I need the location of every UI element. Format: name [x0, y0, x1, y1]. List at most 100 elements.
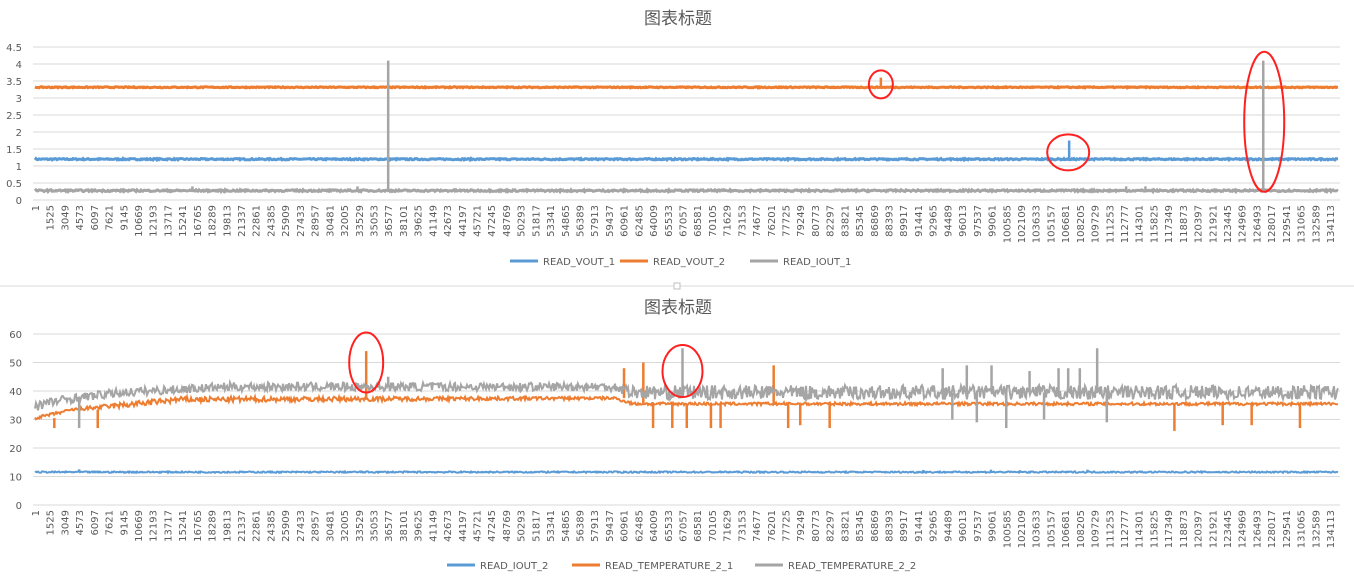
x-tick-label: 128017 — [1267, 205, 1278, 243]
x-tick-label: 45721 — [472, 205, 483, 237]
resize-handle[interactable] — [673, 282, 681, 290]
series-line — [34, 469, 1339, 475]
x-tick-label: 109729 — [1091, 205, 1102, 243]
x-tick-label: 100585 — [1002, 205, 1013, 243]
x-tick-label: 129541 — [1282, 510, 1293, 548]
x-tick-label: 76201 — [767, 510, 778, 542]
x-tick-label: 16765 — [193, 510, 204, 542]
y-tick-label: 2 — [16, 128, 22, 139]
x-tick-label: 112777 — [1120, 205, 1131, 243]
x-tick-label: 50293 — [517, 510, 528, 542]
y-tick-label: 2.5 — [6, 111, 22, 122]
x-tick-label: 44197 — [458, 205, 469, 237]
x-tick-label: 123445 — [1223, 510, 1234, 548]
x-tick-label: 126493 — [1252, 510, 1263, 548]
x-tick-label: 73153 — [737, 205, 748, 237]
x-tick-label: 88393 — [885, 205, 896, 237]
x-tick-label: 103633 — [1032, 510, 1043, 548]
x-tick-label: 91441 — [914, 510, 925, 542]
x-tick-label: 74677 — [752, 205, 763, 237]
x-tick-label: 86869 — [870, 205, 881, 237]
x-tick-label: 129541 — [1282, 205, 1293, 243]
x-tick-label: 124969 — [1238, 205, 1249, 243]
highlight-circle — [1243, 50, 1286, 193]
x-tick-label: 24385 — [266, 510, 277, 542]
x-tick-label: 73153 — [737, 510, 748, 542]
x-tick-label: 44197 — [458, 510, 469, 542]
x-tick-label: 71629 — [723, 205, 734, 237]
x-tick-label: 22861 — [252, 510, 263, 542]
x-tick-label: 100585 — [1002, 510, 1013, 548]
series-read-iout-1 — [33, 60, 1339, 195]
x-tick-label: 65533 — [664, 510, 675, 542]
x-tick-label: 131065 — [1297, 510, 1308, 548]
x-tick-label: 109729 — [1091, 510, 1102, 548]
series-read-vout-1 — [33, 140, 1339, 163]
x-tick-label: 89917 — [899, 510, 910, 542]
x-tick-label: 105157 — [1046, 510, 1057, 548]
x-tick-label: 64009 — [649, 510, 660, 542]
series-line — [34, 84, 1339, 90]
x-tick-label: 45721 — [472, 510, 483, 542]
x-tick-label: 74677 — [752, 510, 763, 542]
x-tick-label: 111253 — [1105, 205, 1116, 243]
x-tick-label: 77725 — [782, 205, 793, 237]
x-tick-label: 6097 — [90, 205, 101, 230]
x-tick-label: 77725 — [782, 510, 793, 542]
series-line — [34, 378, 1339, 411]
x-tick-label: 83821 — [840, 205, 851, 237]
x-tick-label: 94489 — [943, 510, 954, 542]
x-tick-label: 47245 — [487, 205, 498, 237]
x-tick-label: 118873 — [1179, 510, 1190, 548]
x-tick-label: 3049 — [60, 205, 71, 230]
x-tick-label: 79249 — [796, 510, 807, 542]
y-tick-label: 3.5 — [6, 77, 22, 88]
x-tick-label: 112777 — [1120, 510, 1131, 548]
x-tick-label: 32005 — [340, 205, 351, 237]
x-tick-label: 56389 — [575, 510, 586, 542]
x-tick-label: 64009 — [649, 205, 660, 237]
x-tick-label: 68581 — [693, 510, 704, 542]
x-tick-label: 7621 — [105, 510, 116, 535]
x-tick-label: 15241 — [178, 205, 189, 237]
x-tick-label: 82297 — [826, 510, 837, 542]
x-tick-label: 62485 — [634, 205, 645, 237]
x-tick-label: 30481 — [325, 510, 336, 542]
x-tick-label: 54865 — [561, 510, 572, 542]
x-tick-label: 38101 — [399, 510, 410, 542]
x-tick-label: 57913 — [590, 510, 601, 542]
highlight-circle — [661, 344, 704, 399]
x-tick-label: 25909 — [281, 510, 292, 542]
highlight-circle — [867, 69, 894, 100]
x-tick-label: 22861 — [252, 205, 263, 237]
x-tick-label: 59437 — [605, 205, 616, 237]
series-read-temperature-2-1 — [34, 351, 1339, 431]
x-tick-label: 25909 — [281, 205, 292, 237]
x-tick-label: 18289 — [208, 205, 219, 237]
x-tick-label: 91441 — [914, 205, 925, 237]
y-tick-label: 0 — [16, 501, 22, 512]
legend-label: READ_VOUT_1 — [543, 257, 615, 268]
x-tick-label: 83821 — [840, 510, 851, 542]
x-tick-label: 86869 — [870, 510, 881, 542]
y-tick-label: 1.5 — [6, 145, 22, 156]
y-tick-label: 1 — [16, 162, 22, 173]
x-tick-label: 118873 — [1179, 205, 1190, 243]
x-tick-label: 41149 — [428, 205, 439, 237]
x-tick-label: 106681 — [1061, 205, 1072, 243]
x-tick-label: 131065 — [1297, 205, 1308, 243]
x-tick-label: 97537 — [973, 205, 984, 237]
x-tick-label: 62485 — [634, 510, 645, 542]
chart-2-title: 图表标题 — [644, 298, 712, 318]
x-tick-label: 126493 — [1252, 205, 1263, 243]
x-tick-label: 117349 — [1164, 510, 1175, 548]
x-tick-label: 4573 — [75, 510, 86, 535]
x-tick-label: 132589 — [1311, 205, 1322, 243]
x-tick-label: 71629 — [723, 510, 734, 542]
legend-label: READ_TEMPERATURE_2_2 — [788, 561, 916, 572]
x-tick-label: 21337 — [237, 205, 248, 237]
y-tick-label: 30 — [9, 416, 22, 427]
x-tick-label: 12193 — [149, 510, 160, 542]
x-tick-label: 96013 — [958, 205, 969, 237]
x-tick-label: 35053 — [369, 510, 380, 542]
